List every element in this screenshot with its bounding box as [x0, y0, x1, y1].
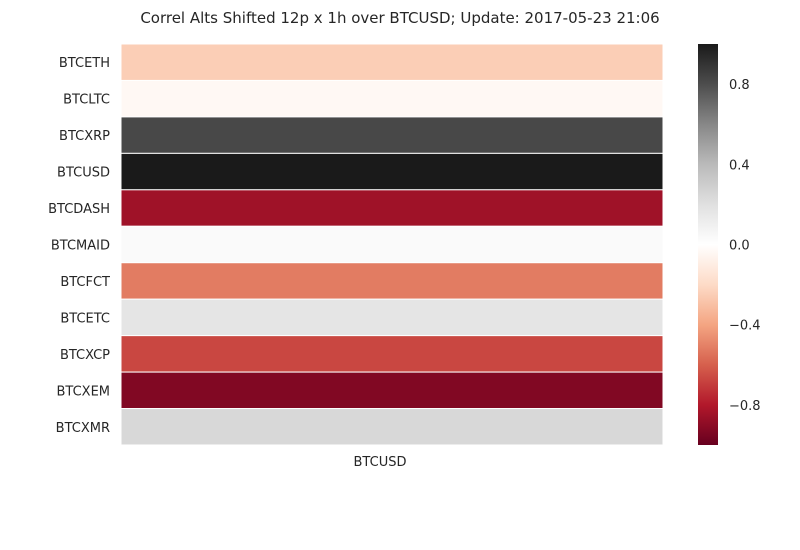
- row-label-btcdash: BTCDASH: [48, 202, 110, 217]
- heatmap-cell-btcxmr: [120, 408, 664, 446]
- colorbar-tick-label: 0.0: [729, 239, 750, 254]
- colorbar: [698, 44, 718, 445]
- heatmap-cells: [120, 43, 664, 446]
- column-labels: BTCUSD: [354, 455, 407, 470]
- row-label-btcfct: BTCFCT: [60, 275, 110, 290]
- heatmap-cell-btcxcp: [120, 335, 664, 373]
- heatmap-cell-btcetc: [120, 298, 664, 337]
- heatmap-cell-btcxrp: [120, 116, 664, 154]
- column-label-btcusd: BTCUSD: [354, 455, 407, 470]
- row-label-btcetc: BTCETC: [60, 311, 110, 326]
- heatmap-cell-btcusd: [120, 152, 664, 191]
- row-label-btcxem: BTCXEM: [56, 384, 110, 399]
- heatmap-cell-btceth: [120, 43, 664, 81]
- heatmap-cell-btcdash: [120, 189, 664, 227]
- row-label-btcltc: BTCLTC: [63, 93, 110, 108]
- row-label-btcxcp: BTCXCP: [60, 348, 110, 363]
- colorbar-ticks: 0.8 0.4 0.0 −0.4 −0.8: [729, 78, 761, 414]
- row-label-btcmaid: BTCMAID: [51, 239, 110, 254]
- row-label-btcxrp: BTCXRP: [59, 129, 110, 144]
- colorbar-tick-label: 0.8: [729, 78, 750, 93]
- row-label-btcusd: BTCUSD: [57, 166, 110, 181]
- colorbar-tick-label: 0.4: [729, 158, 750, 173]
- colorbar-tick-label: −0.4: [729, 319, 761, 334]
- row-label-btceth: BTCETH: [59, 56, 110, 71]
- row-labels: BTCETH BTCLTC BTCXRP BTCUSD BTCDASH BTCMAID BT…: [48, 56, 110, 436]
- row-label-btcxmr: BTCXMR: [56, 421, 110, 436]
- heatmap-cell-btcfct: [120, 262, 664, 300]
- colorbar-tick-label: −0.8: [729, 399, 761, 414]
- heatmap-cell-btcxem: [120, 371, 664, 410]
- chart-title: Correl Alts Shifted 12p x 1h over BTCUSD…: [140, 9, 659, 27]
- heatmap-cell-btcltc: [120, 79, 664, 118]
- heatmap-cell-btcmaid: [120, 225, 664, 264]
